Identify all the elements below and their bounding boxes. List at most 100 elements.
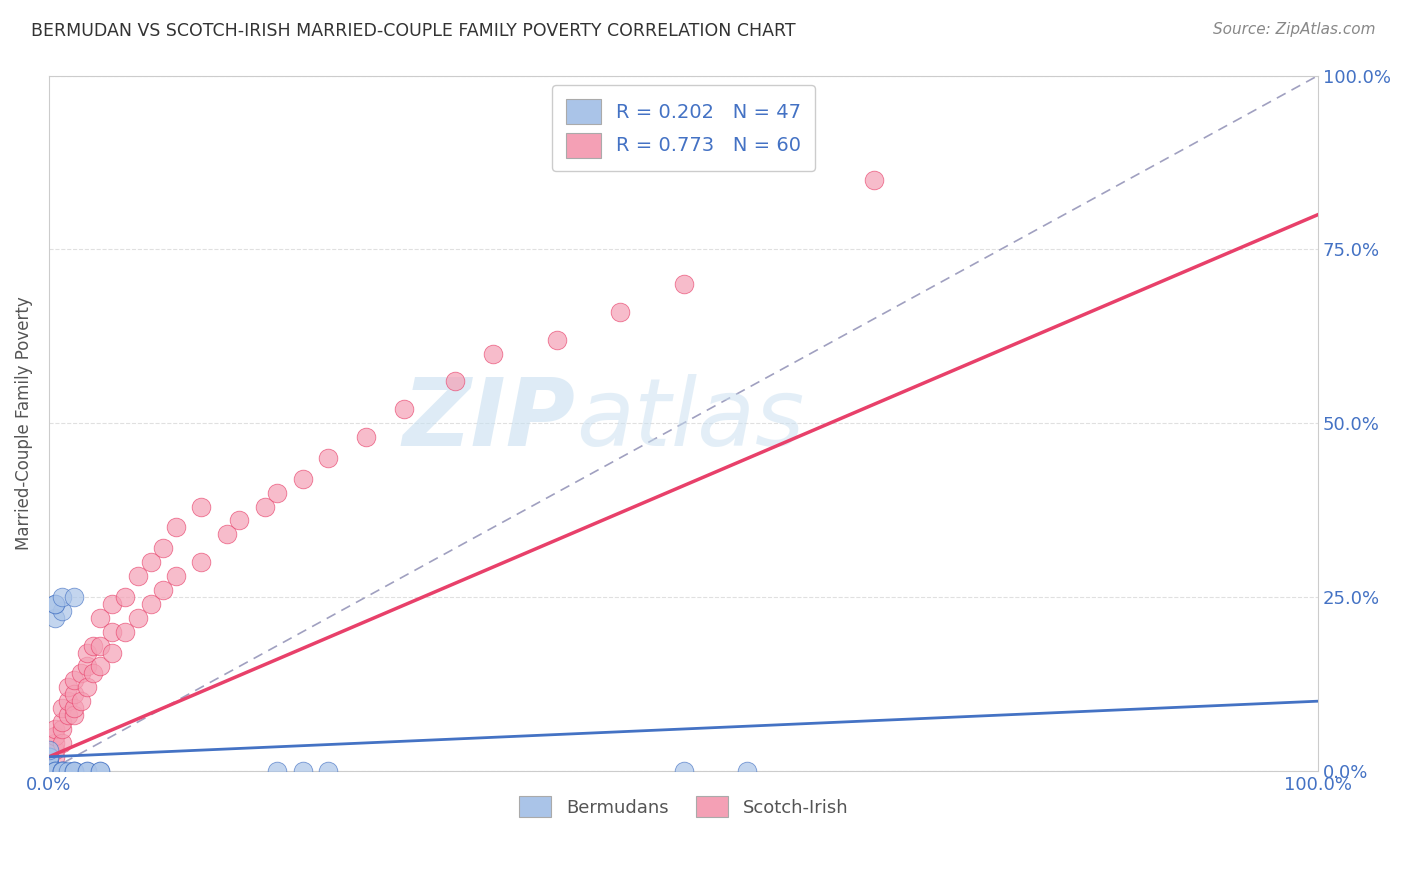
Point xyxy=(38,760,60,774)
Point xyxy=(394,402,416,417)
Point xyxy=(56,680,79,694)
Point xyxy=(51,764,73,778)
Point xyxy=(82,639,104,653)
Point xyxy=(316,450,339,465)
Point xyxy=(51,604,73,618)
Point xyxy=(38,756,60,771)
Point xyxy=(38,764,60,778)
Point xyxy=(38,764,60,778)
Point xyxy=(38,749,60,764)
Point xyxy=(51,764,73,778)
Point xyxy=(291,764,314,778)
Point xyxy=(101,646,124,660)
Point xyxy=(356,430,378,444)
Point xyxy=(63,764,86,778)
Point xyxy=(165,520,187,534)
Point xyxy=(38,756,60,771)
Point xyxy=(38,764,60,778)
Point xyxy=(38,756,60,771)
Text: ZIP: ZIP xyxy=(402,374,575,466)
Point xyxy=(44,764,66,778)
Point xyxy=(38,764,60,778)
Point xyxy=(190,555,212,569)
Point xyxy=(76,646,98,660)
Point xyxy=(228,513,250,527)
Point xyxy=(215,527,238,541)
Point xyxy=(38,764,60,778)
Text: BERMUDAN VS SCOTCH-IRISH MARRIED-COUPLE FAMILY POVERTY CORRELATION CHART: BERMUDAN VS SCOTCH-IRISH MARRIED-COUPLE … xyxy=(31,22,796,40)
Point xyxy=(63,673,86,688)
Point xyxy=(63,687,86,701)
Point xyxy=(56,764,79,778)
Point xyxy=(38,749,60,764)
Point xyxy=(316,764,339,778)
Point xyxy=(114,624,136,639)
Point xyxy=(38,764,60,778)
Point xyxy=(735,764,758,778)
Point xyxy=(444,375,467,389)
Point xyxy=(82,666,104,681)
Point xyxy=(38,764,60,778)
Point xyxy=(127,569,149,583)
Point xyxy=(69,666,91,681)
Point xyxy=(38,760,60,774)
Point xyxy=(63,708,86,723)
Point xyxy=(51,764,73,778)
Text: atlas: atlas xyxy=(575,374,804,465)
Point xyxy=(38,764,60,778)
Point xyxy=(152,582,174,597)
Y-axis label: Married-Couple Family Poverty: Married-Couple Family Poverty xyxy=(15,296,32,550)
Point xyxy=(51,722,73,736)
Point xyxy=(190,500,212,514)
Point xyxy=(38,764,60,778)
Point xyxy=(51,590,73,604)
Point xyxy=(89,639,111,653)
Point xyxy=(139,555,162,569)
Point xyxy=(139,597,162,611)
Point xyxy=(101,597,124,611)
Point xyxy=(56,694,79,708)
Point xyxy=(38,764,60,778)
Point xyxy=(863,173,886,187)
Point xyxy=(266,764,288,778)
Point xyxy=(253,500,276,514)
Point xyxy=(56,708,79,723)
Point xyxy=(165,569,187,583)
Point xyxy=(69,694,91,708)
Point xyxy=(38,749,60,764)
Legend: Bermudans, Scotch-Irish: Bermudans, Scotch-Irish xyxy=(512,789,855,824)
Point xyxy=(51,714,73,729)
Point xyxy=(291,472,314,486)
Point xyxy=(51,764,73,778)
Point xyxy=(89,764,111,778)
Point xyxy=(76,680,98,694)
Point xyxy=(51,701,73,715)
Point xyxy=(38,756,60,771)
Point xyxy=(38,764,60,778)
Point xyxy=(89,611,111,625)
Point xyxy=(482,346,505,360)
Point xyxy=(76,764,98,778)
Point xyxy=(38,764,60,778)
Point xyxy=(44,729,66,743)
Point xyxy=(38,749,60,764)
Point xyxy=(114,590,136,604)
Point xyxy=(101,624,124,639)
Text: Source: ZipAtlas.com: Source: ZipAtlas.com xyxy=(1212,22,1375,37)
Point xyxy=(546,333,568,347)
Point xyxy=(51,736,73,750)
Point xyxy=(63,764,86,778)
Point xyxy=(38,743,60,757)
Point xyxy=(89,764,111,778)
Point xyxy=(44,722,66,736)
Point xyxy=(89,659,111,673)
Point xyxy=(76,764,98,778)
Point xyxy=(44,749,66,764)
Point xyxy=(609,305,631,319)
Point xyxy=(266,485,288,500)
Point xyxy=(672,764,695,778)
Point xyxy=(44,611,66,625)
Point xyxy=(38,743,60,757)
Point xyxy=(38,756,60,771)
Point xyxy=(44,764,66,778)
